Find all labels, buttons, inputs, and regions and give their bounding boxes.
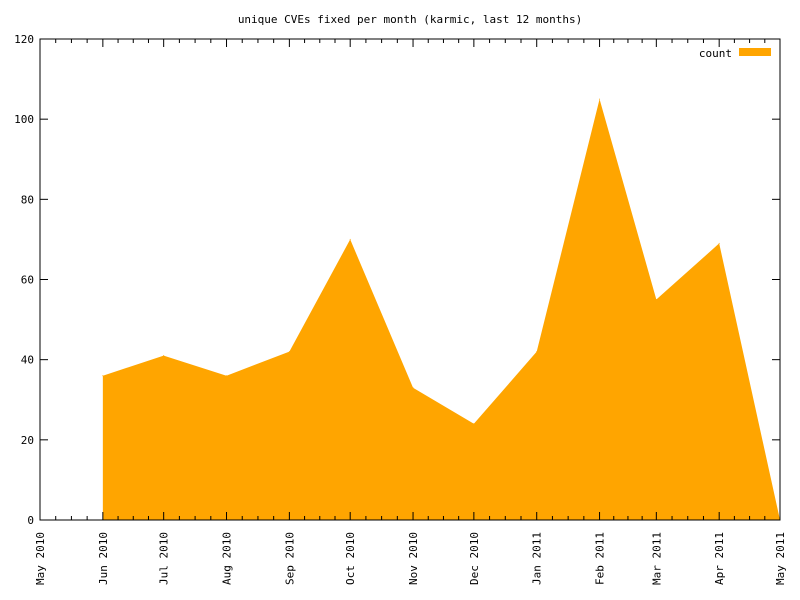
data-point-2011-02-01 [599, 98, 601, 100]
y-tick-label: 80 [21, 193, 34, 206]
y-tick-label: 120 [14, 33, 34, 46]
x-tick-labels: May 2010 Jun 2010 Jul 2010 Aug 2010 Sep 2010… [34, 532, 787, 585]
x-tick-label: Sep 2010 [283, 532, 296, 585]
y-tick-label: 20 [21, 434, 34, 447]
series-area-count [102, 99, 781, 520]
x-tick-label: Apr 2011 [713, 532, 726, 585]
legend-label: count [699, 47, 732, 60]
x-tick-label: Dec 2010 [468, 532, 481, 585]
y-tick-label: 60 [21, 274, 34, 287]
series-area-layer [102, 98, 781, 521]
data-point-2011-04-01 [718, 242, 720, 244]
y-tick-label: 40 [21, 354, 34, 367]
x-tick-label: May 2011 [774, 532, 787, 585]
x-tick-label: Oct 2010 [344, 532, 357, 585]
data-point-2010-07-01 [163, 355, 165, 357]
data-point-2010-11-01 [412, 387, 414, 389]
y-tick-label: 0 [27, 514, 34, 527]
x-tick-label: Jan 2011 [531, 532, 544, 585]
x-tick-label: Nov 2010 [407, 532, 420, 585]
legend-swatch [739, 48, 771, 56]
data-point-2010-09-01 [288, 351, 290, 353]
data-point-2010-10-01 [349, 238, 351, 240]
x-tick-label: Mar 2011 [650, 532, 663, 585]
x-tick-label: May 2010 [34, 532, 47, 585]
x-tick-label: Feb 2011 [594, 532, 607, 585]
data-point-2010-12-01 [473, 423, 475, 425]
plot-frame [39, 38, 781, 521]
y-tick-label: 100 [14, 113, 34, 126]
data-point-2010-06-01 [102, 375, 104, 377]
x-tick-label: Aug 2010 [221, 532, 234, 585]
legend: count [699, 47, 771, 60]
x-tick-label: Jun 2010 [97, 532, 110, 585]
data-point-2010-08-01 [226, 375, 228, 377]
data-point-2011-01-01 [536, 351, 538, 353]
x-tick-label: Jul 2010 [158, 532, 171, 585]
data-point-2011-03-01 [655, 299, 657, 301]
chart-title: unique CVEs fixed per month (karmic, las… [238, 13, 582, 26]
y-tick-labels: 0 20 40 60 80 100 120 [14, 33, 34, 527]
